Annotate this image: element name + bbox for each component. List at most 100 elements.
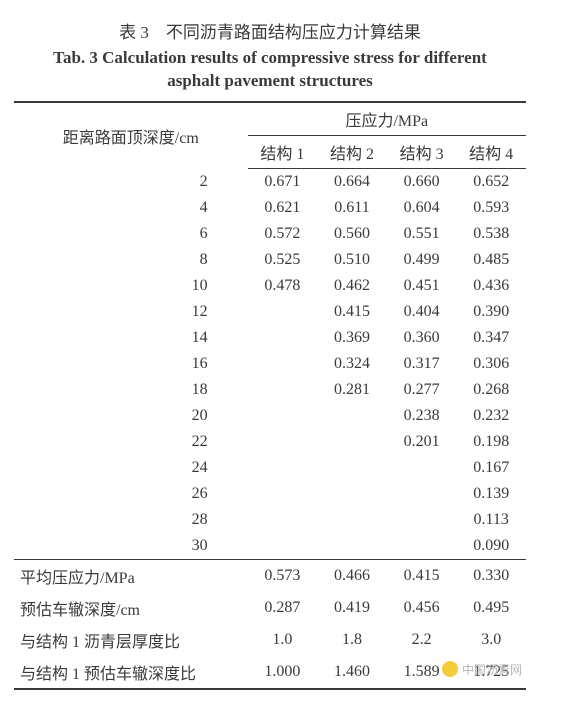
cell-s1: 0.572 — [248, 221, 318, 247]
cell-depth: 14 — [14, 325, 248, 351]
cell-s2: 0.611 — [317, 195, 387, 221]
summary-row: 平均压应力/MPa0.5730.4660.4150.330 — [14, 559, 526, 592]
cell-s1 — [248, 403, 318, 429]
caption-chinese: 表 3 不同沥青路面结构压应力计算结果 — [14, 18, 526, 43]
cell-s1 — [248, 325, 318, 351]
summary-s4: 0.495 — [456, 592, 526, 624]
cell-s3: 0.499 — [387, 247, 457, 273]
table-row: 120.4150.4040.390 — [14, 299, 526, 325]
summary-s2: 1.8 — [317, 624, 387, 656]
cell-s2: 0.462 — [317, 273, 387, 299]
table-row: 200.2380.232 — [14, 403, 526, 429]
cell-s2 — [317, 429, 387, 455]
cell-s3: 0.404 — [387, 299, 457, 325]
table-row: 180.2810.2770.268 — [14, 377, 526, 403]
table-row: 220.2010.198 — [14, 429, 526, 455]
summary-row: 与结构 1 沥青层厚度比1.01.82.23.0 — [14, 624, 526, 656]
cell-s1 — [248, 455, 318, 481]
col-header-s1: 结构 1 — [248, 135, 318, 168]
cell-s4: 0.139 — [456, 481, 526, 507]
cell-depth: 6 — [14, 221, 248, 247]
cell-s2: 0.281 — [317, 377, 387, 403]
cell-s2 — [317, 533, 387, 560]
summary-label: 与结构 1 沥青层厚度比 — [14, 624, 248, 656]
table-row: 30 0.090 — [14, 533, 526, 560]
summary-s3: 0.415 — [387, 559, 457, 592]
summary-s4: 3.0 — [456, 624, 526, 656]
table-row: 160.3240.3170.306 — [14, 351, 526, 377]
cell-depth: 26 — [14, 481, 248, 507]
cell-s2: 0.664 — [317, 168, 387, 195]
cell-s2: 0.324 — [317, 351, 387, 377]
cell-s4: 0.232 — [456, 403, 526, 429]
cell-s4: 0.090 — [456, 533, 526, 560]
cell-s2: 0.369 — [317, 325, 387, 351]
col-header-s3: 结构 3 — [387, 135, 457, 168]
summary-s2: 1.460 — [317, 656, 387, 689]
cell-depth: 18 — [14, 377, 248, 403]
cell-s4: 0.485 — [456, 247, 526, 273]
table-row: 26 0.139 — [14, 481, 526, 507]
summary-s1: 1.0 — [248, 624, 318, 656]
summary-s2: 0.419 — [317, 592, 387, 624]
summary-label: 预估车辙深度/cm — [14, 592, 248, 624]
cell-depth: 4 — [14, 195, 248, 221]
cell-depth: 30 — [14, 533, 248, 560]
cell-s2 — [317, 455, 387, 481]
summary-s4: 0.330 — [456, 559, 526, 592]
cell-s4: 0.538 — [456, 221, 526, 247]
cell-s4: 0.113 — [456, 507, 526, 533]
cell-s4: 0.198 — [456, 429, 526, 455]
summary-label: 与结构 1 预估车辙深度比 — [14, 656, 248, 689]
cell-s1 — [248, 351, 318, 377]
cell-s3: 0.551 — [387, 221, 457, 247]
summary-s3: 1.589 — [387, 656, 457, 689]
cell-depth: 24 — [14, 455, 248, 481]
cell-s1: 0.671 — [248, 168, 318, 195]
summary-s1: 0.573 — [248, 559, 318, 592]
cell-s3: 0.360 — [387, 325, 457, 351]
caption-english-line1: Tab. 3 Calculation results of compressiv… — [14, 47, 526, 70]
cell-s4: 0.347 — [456, 325, 526, 351]
col-header-s4: 结构 4 — [456, 135, 526, 168]
summary-s2: 0.466 — [317, 559, 387, 592]
table-row: 280.113 — [14, 507, 526, 533]
table-row: 40.6210.6110.6040.593 — [14, 195, 526, 221]
cell-s3: 0.317 — [387, 351, 457, 377]
table-caption: 表 3 不同沥青路面结构压应力计算结果 Tab. 3 Calculation r… — [14, 18, 526, 93]
cell-s1 — [248, 299, 318, 325]
cell-s4: 0.652 — [456, 168, 526, 195]
summary-s3: 0.456 — [387, 592, 457, 624]
cell-s3: 0.238 — [387, 403, 457, 429]
cell-s1 — [248, 533, 318, 560]
table-row: 60.5720.5600.5510.538 — [14, 221, 526, 247]
table-row: 24 0.167 — [14, 455, 526, 481]
cell-s3 — [387, 481, 457, 507]
summary-s4: 1.725 — [456, 656, 526, 689]
cell-s3 — [387, 507, 457, 533]
cell-s4: 0.167 — [456, 455, 526, 481]
col-header-depth: 距离路面顶深度/cm — [14, 102, 248, 169]
col-header-s2: 结构 2 — [317, 135, 387, 168]
cell-s3 — [387, 533, 457, 560]
table-row: 80.5250.5100.4990.485 — [14, 247, 526, 273]
summary-s1: 1.000 — [248, 656, 318, 689]
cell-s2 — [317, 403, 387, 429]
cell-s3 — [387, 455, 457, 481]
cell-depth: 2 — [14, 168, 248, 195]
cell-s1 — [248, 377, 318, 403]
cell-s1 — [248, 481, 318, 507]
cell-s3: 0.201 — [387, 429, 457, 455]
cell-s1: 0.621 — [248, 195, 318, 221]
summary-label: 平均压应力/MPa — [14, 559, 248, 592]
summary-s3: 2.2 — [387, 624, 457, 656]
cell-s3: 0.277 — [387, 377, 457, 403]
cell-s1 — [248, 507, 318, 533]
cell-s2 — [317, 481, 387, 507]
table-row: 14 0.3690.3600.347 — [14, 325, 526, 351]
caption-english-line2: asphalt pavement structures — [14, 70, 526, 93]
table-row: 100.4780.4620.4510.436 — [14, 273, 526, 299]
cell-s1: 0.525 — [248, 247, 318, 273]
col-header-stress-group: 压应力/MPa — [248, 102, 526, 136]
summary-row: 预估车辙深度/cm0.2870.4190.4560.495 — [14, 592, 526, 624]
